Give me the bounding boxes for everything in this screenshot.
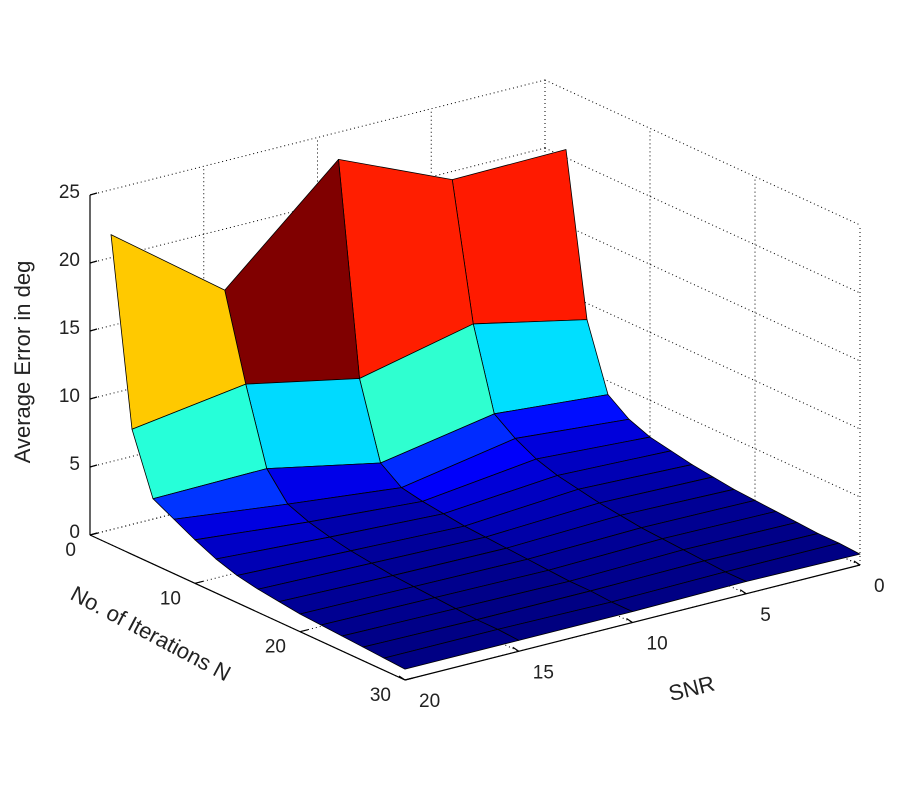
x-axis-label: SNR: [666, 671, 717, 706]
x-tick-label: 20: [419, 691, 440, 712]
grid-line: [544, 351, 861, 498]
surface-face: [451, 149, 588, 325]
z-tick: [89, 396, 98, 400]
x-tick-label: 0: [874, 576, 885, 597]
z-tick-label: 20: [59, 250, 80, 271]
y-tick-label: 30: [370, 685, 391, 706]
grid-line: [544, 147, 861, 294]
y-axis: [89, 534, 406, 681]
y-tick-label: 0: [65, 540, 76, 561]
x-tick-label: 10: [647, 634, 668, 655]
grid-line: [544, 79, 861, 226]
y-tick: [299, 629, 309, 633]
grid-line: [544, 215, 861, 362]
surface-face: [383, 628, 520, 670]
z-tick: [89, 260, 98, 264]
z-tick: [89, 464, 98, 468]
z-tick: [89, 328, 98, 332]
x-tick: [739, 589, 747, 595]
grid-line: [544, 283, 861, 430]
x-tick: [512, 646, 520, 652]
z-axis-label: Average Error in deg: [10, 261, 35, 464]
x-tick-label: 15: [533, 662, 554, 683]
y-tick: [194, 580, 204, 584]
x-tick: [398, 675, 406, 681]
x-tick: [853, 560, 861, 566]
y-axis-label: No. of Iterations N: [67, 581, 235, 686]
y-tick: [404, 677, 414, 681]
z-tick-label: 5: [69, 454, 80, 475]
z-tick-label: 15: [59, 318, 80, 339]
y-tick: [89, 532, 99, 536]
surface-face: [224, 159, 360, 385]
z-tick-label: 10: [59, 386, 80, 407]
x-tick-label: 5: [760, 605, 771, 626]
z-tick-label: 0: [69, 522, 80, 543]
y-tick-label: 10: [160, 588, 181, 609]
z-tick-label: 25: [59, 182, 80, 203]
z-tick: [89, 192, 98, 196]
surface-face: [245, 378, 381, 470]
x-tick: [626, 618, 633, 623]
y-tick-label: 20: [265, 637, 286, 658]
